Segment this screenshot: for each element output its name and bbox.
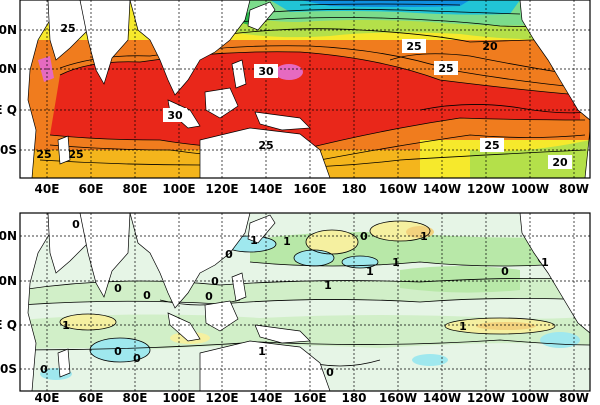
bottom-contour-labels: 1 0 1 1 0 1 1 1 0 1 0 0 0 0 1 0 0 1 1 0 … [40, 218, 549, 379]
contour-label: 1 [62, 319, 70, 332]
top-grid [20, 0, 590, 178]
lon-label: 180 [341, 182, 366, 196]
top-lon-axis: 40E 60E 80E 100E 120E 140E 160E 180 160W… [35, 182, 589, 196]
lon-label: 60E [79, 182, 104, 196]
lat-label: E Q [0, 103, 17, 117]
lon-label: 160W [379, 182, 417, 196]
lon-label: 160E [293, 182, 326, 196]
contour-label: 1 [420, 230, 428, 243]
contour-label: 0 [225, 248, 233, 261]
lon-label: 100E [162, 182, 195, 196]
contour-label: 0 [360, 230, 368, 243]
bottom-map-panel: 1 0 1 1 0 1 1 1 0 1 0 0 0 0 1 0 0 1 1 0 … [0, 212, 591, 405]
contour-label: 1 [366, 265, 374, 278]
contour-label: 1 [283, 235, 291, 248]
top-map-panel: 25 25 25 25 20 30 30 25 25 25 20 40N 20N… [0, 0, 591, 196]
lat-label: 20N [0, 274, 17, 288]
bottom-map-frame [19, 212, 591, 392]
contour-label: 0 [205, 290, 213, 303]
top-sst-field [20, 0, 590, 178]
contour-label: 1 [250, 234, 258, 247]
lon-label: 120E [205, 391, 238, 405]
top-lat-axis: 40N 20N E Q 20S [0, 23, 17, 157]
contour-label: 1 [392, 256, 400, 269]
lon-label: 160W [379, 391, 417, 405]
lat-label: 40N [0, 229, 17, 243]
lat-label: 20S [0, 362, 17, 376]
lon-label: 120E [205, 182, 238, 196]
contour-label: 0 [143, 289, 151, 302]
contour-label: 20 [552, 156, 568, 169]
lon-label: 100W [511, 391, 549, 405]
contour-label: 25 [60, 22, 75, 35]
contour-label: 25 [68, 148, 83, 161]
lon-label: 80W [559, 391, 589, 405]
bottom-grid [20, 213, 590, 391]
lon-label: 140E [249, 182, 282, 196]
lon-label: 80E [123, 182, 148, 196]
contour-label: 30 [258, 65, 274, 78]
contour-label: 25 [438, 62, 453, 75]
contour-label: 1 [459, 320, 467, 333]
lon-label: 100E [162, 391, 195, 405]
contour-label: 0 [40, 363, 48, 376]
lon-label: 120W [467, 391, 505, 405]
contour-label: 30 [167, 109, 183, 122]
lon-label: 140W [423, 391, 461, 405]
contour-label: 25 [258, 139, 273, 152]
contour-label: 0 [501, 265, 509, 278]
bottom-lon-axis: 40E 60E 80E 100E 120E 140E 160E 180 160W… [35, 391, 589, 405]
contour-label: 0 [114, 282, 122, 295]
contour-label: 0 [211, 275, 219, 288]
lon-label: 40E [35, 182, 60, 196]
contour-label: 25 [406, 40, 421, 53]
contour-label: 0 [326, 366, 334, 379]
lon-label: 120W [467, 182, 505, 196]
top-contour-labels: 25 25 25 25 20 30 30 25 25 25 20 [36, 22, 572, 169]
contour-label: 0 [133, 352, 141, 365]
contour-label: 1 [324, 279, 332, 292]
contour-label: 25 [36, 148, 51, 161]
bottom-anomaly-field [20, 213, 590, 391]
lon-label: 160E [293, 391, 326, 405]
lon-label: 80E [123, 391, 148, 405]
contour-label: 1 [258, 345, 266, 358]
bottom-lat-axis: 40N 20N E Q 20S [0, 229, 17, 376]
lon-label: 180 [341, 391, 366, 405]
lon-label: 60E [79, 391, 104, 405]
lon-label: 140W [423, 182, 461, 196]
bottom-landmasses [20, 213, 590, 391]
lon-label: 140E [249, 391, 282, 405]
contour-label: 0 [72, 218, 80, 231]
lon-label: 80W [559, 182, 589, 196]
top-map-frame [19, 0, 591, 179]
lon-label: 40E [35, 391, 60, 405]
lon-label: 100W [511, 182, 549, 196]
lat-label: 20S [0, 143, 17, 157]
lat-label: 20N [0, 62, 17, 76]
contour-label: 1 [541, 256, 549, 269]
contour-label: 0 [114, 345, 122, 358]
contour-label: 25 [484, 139, 499, 152]
lat-label: 40N [0, 23, 17, 37]
contour-label: 20 [482, 40, 498, 53]
lat-label: E Q [0, 318, 17, 332]
